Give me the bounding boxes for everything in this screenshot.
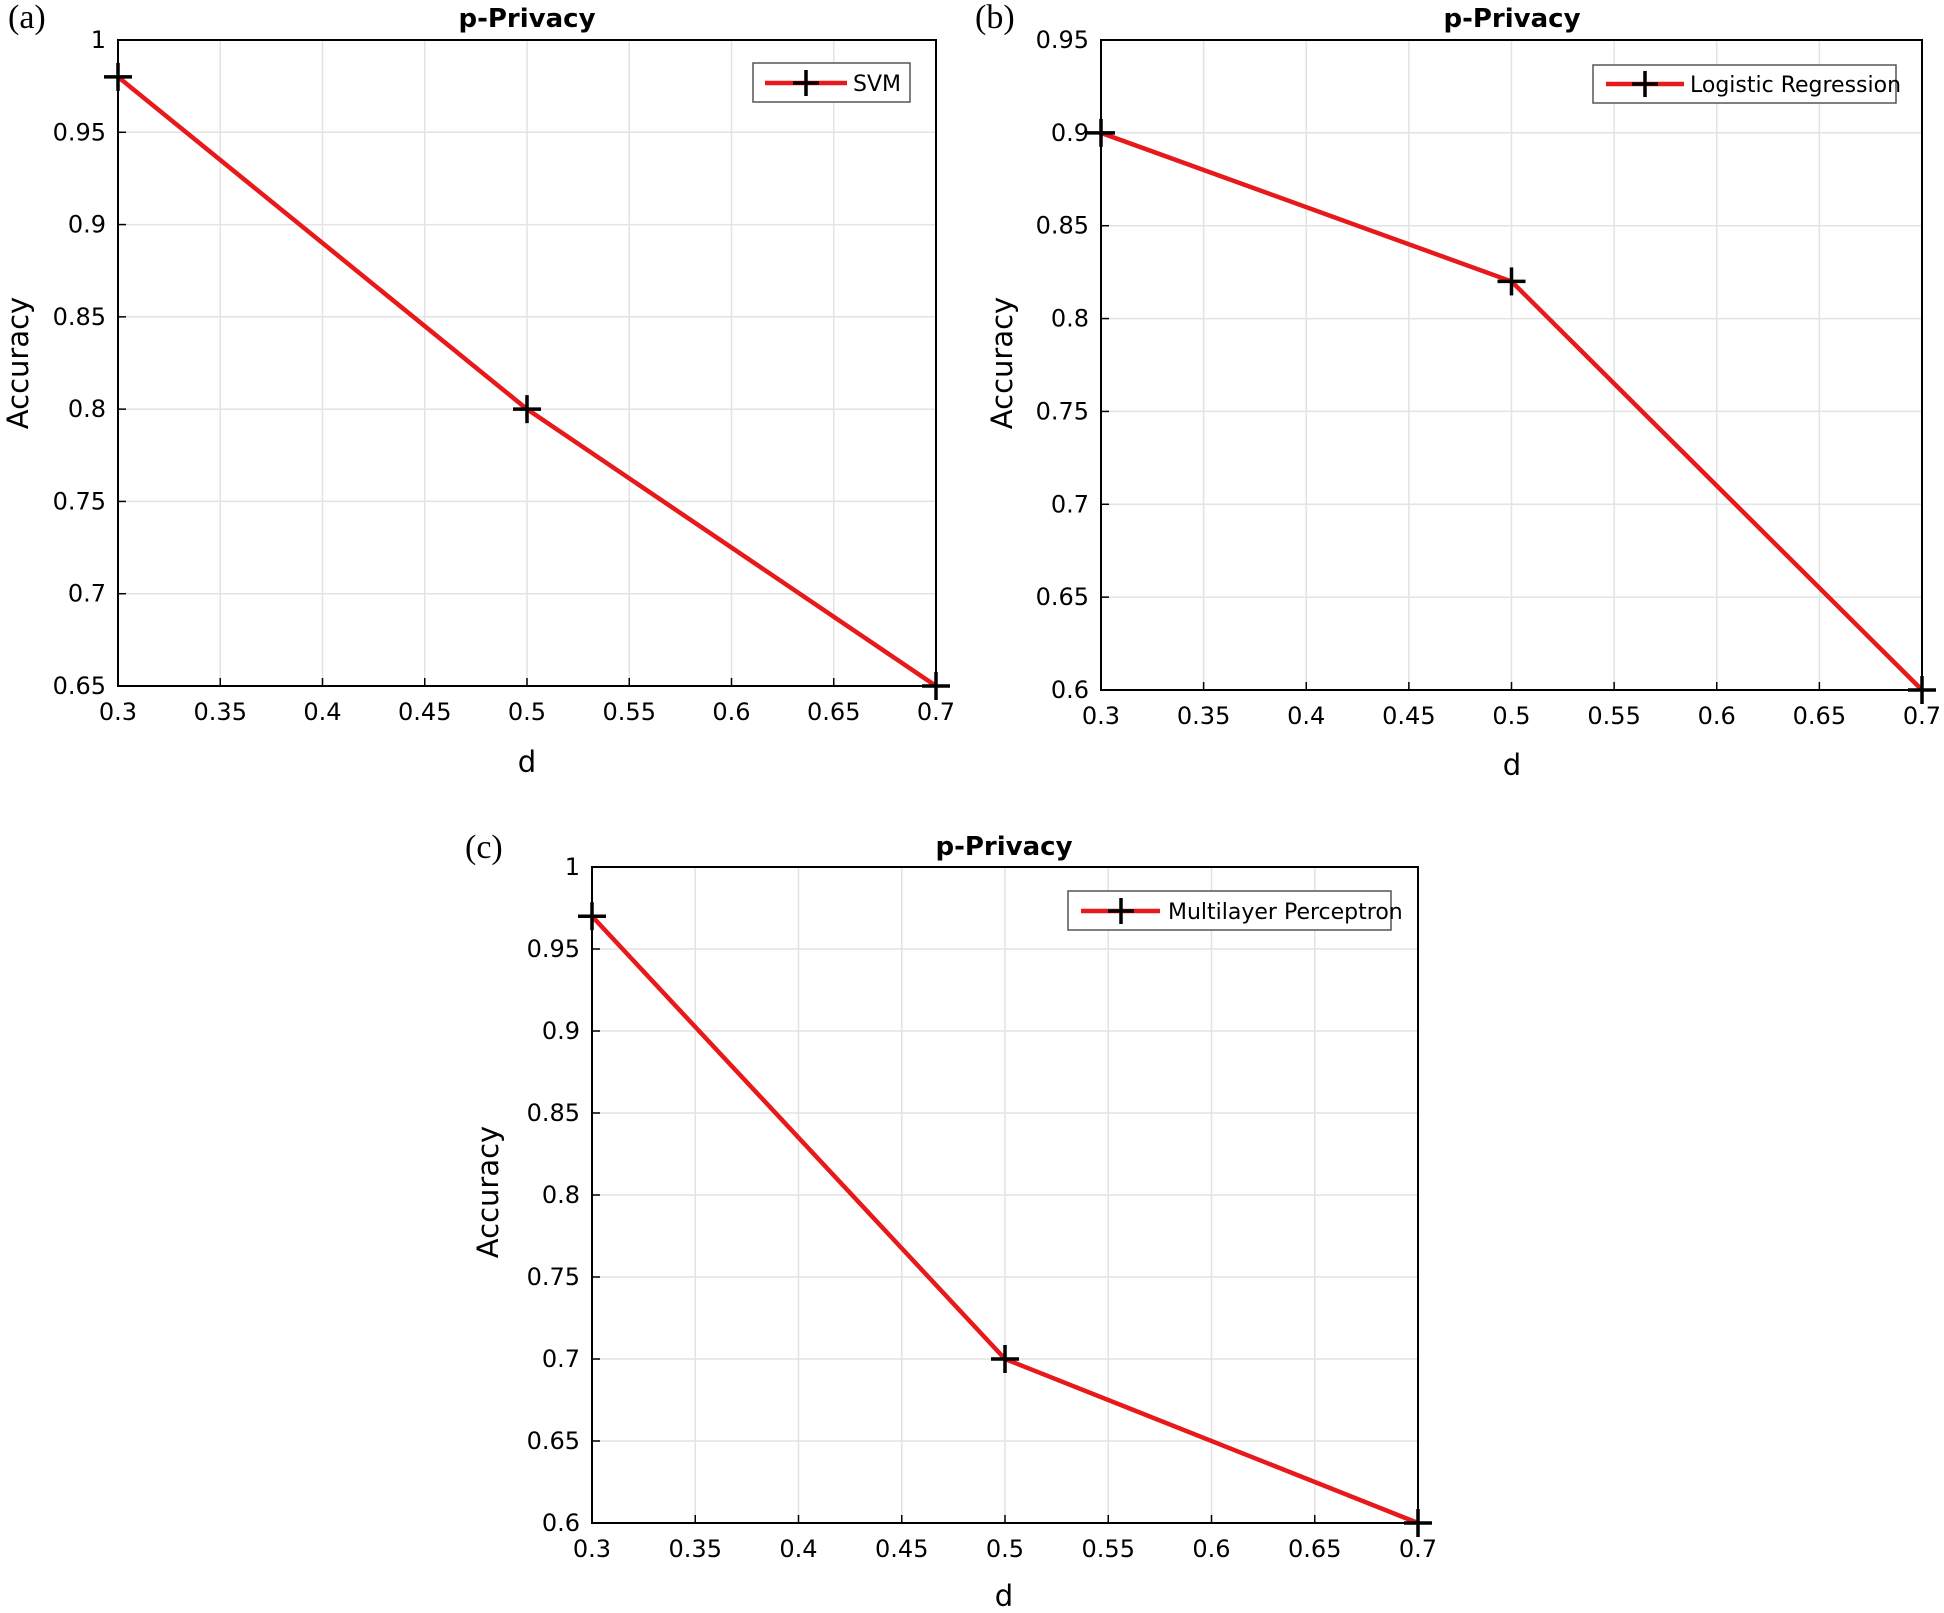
x-tick-label: 0.35 — [669, 1535, 722, 1563]
y-tick-label: 0.8 — [68, 395, 106, 423]
y-tick-label: 0.95 — [527, 935, 580, 963]
chart-panel-c: (c) p-Privacy 0.3 0.35 0.4 0.45 0.5 0.55 0.6 0.… — [465, 829, 1437, 1613]
x-tick-label: 0.45 — [875, 1535, 928, 1563]
x-tick-label: 0.65 — [1288, 1535, 1341, 1563]
x-axis-label: d — [518, 745, 536, 779]
y-tick-label: 0.85 — [527, 1099, 580, 1127]
x-tick-label: 0.6 — [1698, 702, 1736, 730]
y-tick-label: 0.65 — [1036, 583, 1089, 611]
x-tick-label: 0.4 — [779, 1535, 817, 1563]
legend: Logistic Regression — [1592, 64, 1901, 104]
x-tick-label: 0.65 — [807, 698, 860, 726]
data-point-marker — [513, 395, 541, 424]
y-tick-label: 0.75 — [53, 487, 106, 515]
panel-label: (c) — [465, 829, 503, 866]
y-tick-label: 0.75 — [527, 1263, 580, 1291]
x-tick-label: 0.3 — [99, 698, 137, 726]
chart-panel-b: (b) p-Privacy 0.3 0.35 0.4 0.45 0.5 0.55 0.6 0.… — [975, 0, 1941, 782]
y-tick-label: 0.95 — [1036, 26, 1089, 54]
y-tick-label: 0.6 — [542, 1509, 580, 1537]
chart-title: p-Privacy — [1443, 4, 1580, 34]
x-tick-label: 0.4 — [303, 698, 341, 726]
chart-panel-a: (a) p-Privacy 0.3 0.35 0.4 0.45 0.5 0.55 0.6 0.… — [1, 0, 955, 779]
data-point-marker — [104, 62, 132, 91]
panel-label: (b) — [975, 0, 1015, 36]
x-tick-label: 0.55 — [1082, 1535, 1135, 1563]
y-tick-label: 0.8 — [1051, 305, 1089, 333]
legend: Multilayer Perceptron — [1067, 890, 1403, 931]
x-tick-label: 0.35 — [1177, 702, 1230, 730]
y-tick-label: 0.75 — [1036, 397, 1089, 425]
data-point-marker — [991, 1345, 1019, 1373]
y-tick-label: 0.65 — [53, 672, 106, 700]
y-tick-label: 0.9 — [68, 211, 106, 239]
y-tick-label: 0.7 — [542, 1345, 580, 1373]
y-tick-label: 0.6 — [1051, 676, 1089, 704]
y-axis-label: Accuracy — [471, 1126, 505, 1258]
y-tick-label: 0.7 — [1051, 490, 1089, 518]
x-tick-label: 0.7 — [1903, 702, 1941, 730]
y-tick-label: 1 — [91, 26, 106, 54]
y-tick-label: 1 — [565, 853, 580, 881]
legend-entry-logistic-regression: Logistic Regression — [1690, 73, 1901, 98]
x-axis-label: d — [1503, 748, 1521, 782]
chart-title: p-Privacy — [458, 4, 595, 34]
y-tick-label: 0.9 — [1051, 119, 1089, 147]
x-tick-label: 0.65 — [1793, 702, 1846, 730]
x-tick-label: 0.3 — [1082, 702, 1120, 730]
x-tick-label: 0.35 — [194, 698, 247, 726]
x-tick-label: 0.55 — [1587, 702, 1640, 730]
y-tick-label: 0.85 — [53, 303, 106, 331]
x-tick-label: 0.45 — [398, 698, 451, 726]
data-point-marker — [922, 672, 950, 700]
x-tick-label: 0.6 — [712, 698, 750, 726]
legend-entry-multilayer-perceptron: Multilayer Perceptron — [1168, 900, 1403, 925]
data-point-marker — [1497, 267, 1526, 296]
x-tick-label: 0.7 — [1399, 1535, 1437, 1563]
x-tick-label: 0.7 — [917, 698, 955, 726]
y-axis-label: Accuracy — [985, 297, 1019, 429]
y-tick-label: 0.85 — [1036, 212, 1089, 240]
y-axis-label: Accuracy — [1, 297, 35, 429]
panel-label: (a) — [8, 0, 46, 36]
x-tick-label: 0.5 — [986, 1535, 1024, 1563]
data-point-marker — [1908, 676, 1936, 704]
data-point-marker — [578, 902, 606, 931]
chart-title: p-Privacy — [935, 832, 1072, 862]
y-tick-label: 0.65 — [527, 1427, 580, 1455]
y-tick-label: 0.7 — [68, 580, 106, 608]
x-tick-label: 0.3 — [573, 1535, 611, 1563]
y-tick-label: 0.95 — [53, 118, 106, 146]
x-tick-label: 0.55 — [603, 698, 656, 726]
legend-entry-svm: SVM — [853, 72, 901, 97]
x-tick-label: 0.4 — [1287, 702, 1325, 730]
data-point-marker — [1087, 118, 1115, 147]
x-tick-label: 0.5 — [1492, 702, 1530, 730]
y-tick-label: 0.9 — [542, 1017, 580, 1045]
x-tick-label: 0.5 — [508, 698, 546, 726]
legend: SVM — [752, 62, 911, 103]
data-point-marker — [1404, 1509, 1432, 1537]
x-tick-label: 0.6 — [1192, 1535, 1230, 1563]
y-tick-label: 0.8 — [542, 1181, 580, 1209]
x-tick-label: 0.45 — [1382, 702, 1435, 730]
x-axis-label: d — [995, 1579, 1013, 1613]
